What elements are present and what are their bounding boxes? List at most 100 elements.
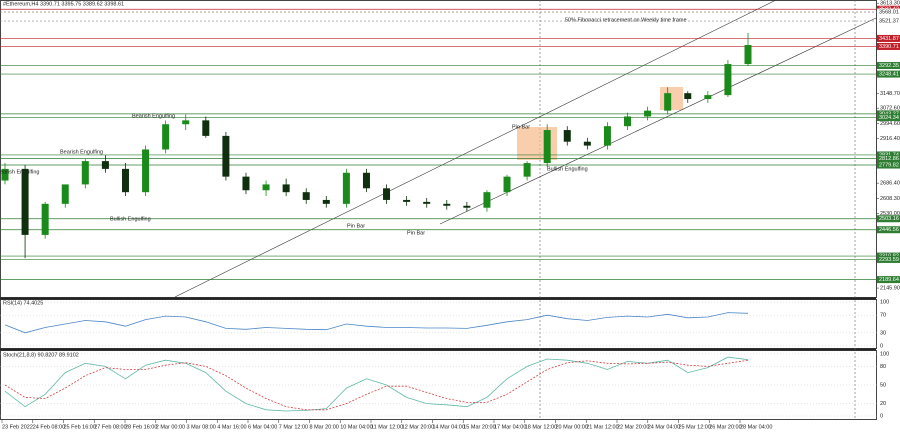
rsi-line <box>4 312 749 334</box>
candle-body <box>41 203 49 235</box>
candle-body <box>583 141 591 146</box>
x-tick-label: 26 Mar 20:00 <box>709 424 741 430</box>
x-tick-label: 17 Mar 04:00 <box>494 424 526 430</box>
candle-body <box>162 124 170 150</box>
x-tick-label: 20 Mar 00:00 <box>556 424 588 430</box>
candle-body <box>443 203 451 206</box>
candle-body <box>383 188 391 200</box>
annotation: Pin Bar <box>407 230 425 236</box>
rsi-tick-label: 70 <box>880 313 886 319</box>
candle-body <box>724 64 732 96</box>
x-tick-label: 3 Mar 08:00 <box>187 424 216 430</box>
level-label: 2446.56 <box>879 227 899 233</box>
candle-body <box>1 168 9 181</box>
annotation: Bullish Engulfing <box>110 216 151 222</box>
level-label: 3431.87 <box>879 36 899 42</box>
level-tag <box>877 114 900 122</box>
candle-body <box>403 199 411 202</box>
candle-body <box>503 176 511 193</box>
level-tag <box>877 110 900 118</box>
annotation: 50% Fibonacci retracement on Weekly time… <box>565 17 687 23</box>
candle-body <box>121 168 129 193</box>
annotation: Bearish Engulfing <box>60 149 103 155</box>
level-tag <box>877 62 900 70</box>
y-tick-label: 3072.60 <box>880 106 900 112</box>
candle-body <box>61 184 69 204</box>
level-tag <box>877 276 900 284</box>
x-tick-label: 7 Mar 12:00 <box>279 424 308 430</box>
stoch-line <box>4 359 749 411</box>
candle-body <box>262 184 270 191</box>
x-tick-label: 28 Feb 16:00 <box>125 424 157 430</box>
x-tick-label: 23 Feb 2022 <box>2 424 33 430</box>
candle-body <box>644 110 652 117</box>
x-tick-label: 28 Mar 04:00 <box>740 424 772 430</box>
channel-upper <box>174 0 777 298</box>
y-tick-label: 2145.90 <box>880 286 900 292</box>
y-tick-label: 2608.30 <box>880 196 900 202</box>
candle-body <box>182 120 190 125</box>
stoch-title: Stoch(21,8,8) 90.8207 89.9102 <box>3 352 79 358</box>
y-tick-label: 2686.40 <box>880 181 900 187</box>
candle-body <box>624 116 632 127</box>
candle-body <box>362 172 370 189</box>
x-tick-label: 21 Mar 12:00 <box>586 424 618 430</box>
annotation: Pin Bar <box>512 124 530 130</box>
candle-body <box>423 201 431 204</box>
x-tick-label: 10 Mar 04:00 <box>340 424 372 430</box>
level-tag <box>877 155 900 163</box>
candle-body <box>21 168 29 235</box>
candle-body <box>142 149 150 193</box>
candle-body <box>523 163 531 177</box>
stoch-tick-label: 0 <box>880 413 883 419</box>
x-tick-label: 2 Mar 00:00 <box>156 424 185 430</box>
x-tick-label: 27 Feb 08:00 <box>94 424 126 430</box>
x-tick-label: 25 Mar 12:00 <box>679 424 711 430</box>
candle-body <box>603 126 611 146</box>
candle-body <box>242 176 250 191</box>
candle-body <box>704 95 712 99</box>
x-tick-label: 8 Mar 20:00 <box>310 424 339 430</box>
stoch-tick-label: 100 <box>880 351 889 357</box>
level-tag <box>877 70 900 78</box>
annotation: Bullish Engulfing <box>547 166 588 172</box>
level-tag <box>877 8 900 16</box>
candle-body <box>664 93 672 111</box>
annotation: Pin Bar <box>347 223 365 229</box>
rsi-tick-label: 0 <box>880 343 883 349</box>
y-tick-label: 2916.40 <box>880 136 900 142</box>
rsi-tick-label: 30 <box>880 330 886 336</box>
level-label: 3292.35 <box>879 63 899 69</box>
level-label: 3390.71 <box>879 44 899 50</box>
level-label: 2812.86 <box>879 156 899 162</box>
candle-body <box>101 161 109 169</box>
level-label: 2503.16 <box>879 216 899 222</box>
level-tag <box>877 151 900 159</box>
y-tick-label: 3613.30 <box>880 1 900 7</box>
x-tick-label: 6 Mar 04:00 <box>248 424 277 430</box>
x-tick-label: 25 Feb 16:00 <box>64 424 96 430</box>
level-tag <box>877 226 900 234</box>
candle-body <box>563 130 571 142</box>
candle-body <box>342 172 350 204</box>
chart-title: #Ethereum,H4 3390.71 3395.75 3389.62 339… <box>3 1 124 7</box>
level-label: 3521.37 <box>879 19 899 25</box>
x-tick-label: 24 Feb 08:00 <box>33 424 65 430</box>
annotation: earish Engulfing <box>0 169 39 175</box>
candle-body <box>684 93 692 99</box>
level-tag <box>877 255 900 263</box>
candle-body <box>81 161 89 185</box>
stoch-tick-label: 20 <box>880 401 886 407</box>
highlight-box <box>660 87 683 110</box>
level-label: 2779.82 <box>879 162 899 168</box>
x-tick-label: 4 Mar 16:00 <box>217 424 246 430</box>
level-label: 3568.01 <box>879 9 899 15</box>
x-tick-label: 11 Mar 12:00 <box>371 424 403 430</box>
level-tag <box>877 161 900 169</box>
stoch-line <box>4 356 749 412</box>
candle-body <box>744 45 752 65</box>
candle-body <box>202 120 210 136</box>
candle-body <box>322 199 330 204</box>
channel-lower <box>439 17 877 225</box>
